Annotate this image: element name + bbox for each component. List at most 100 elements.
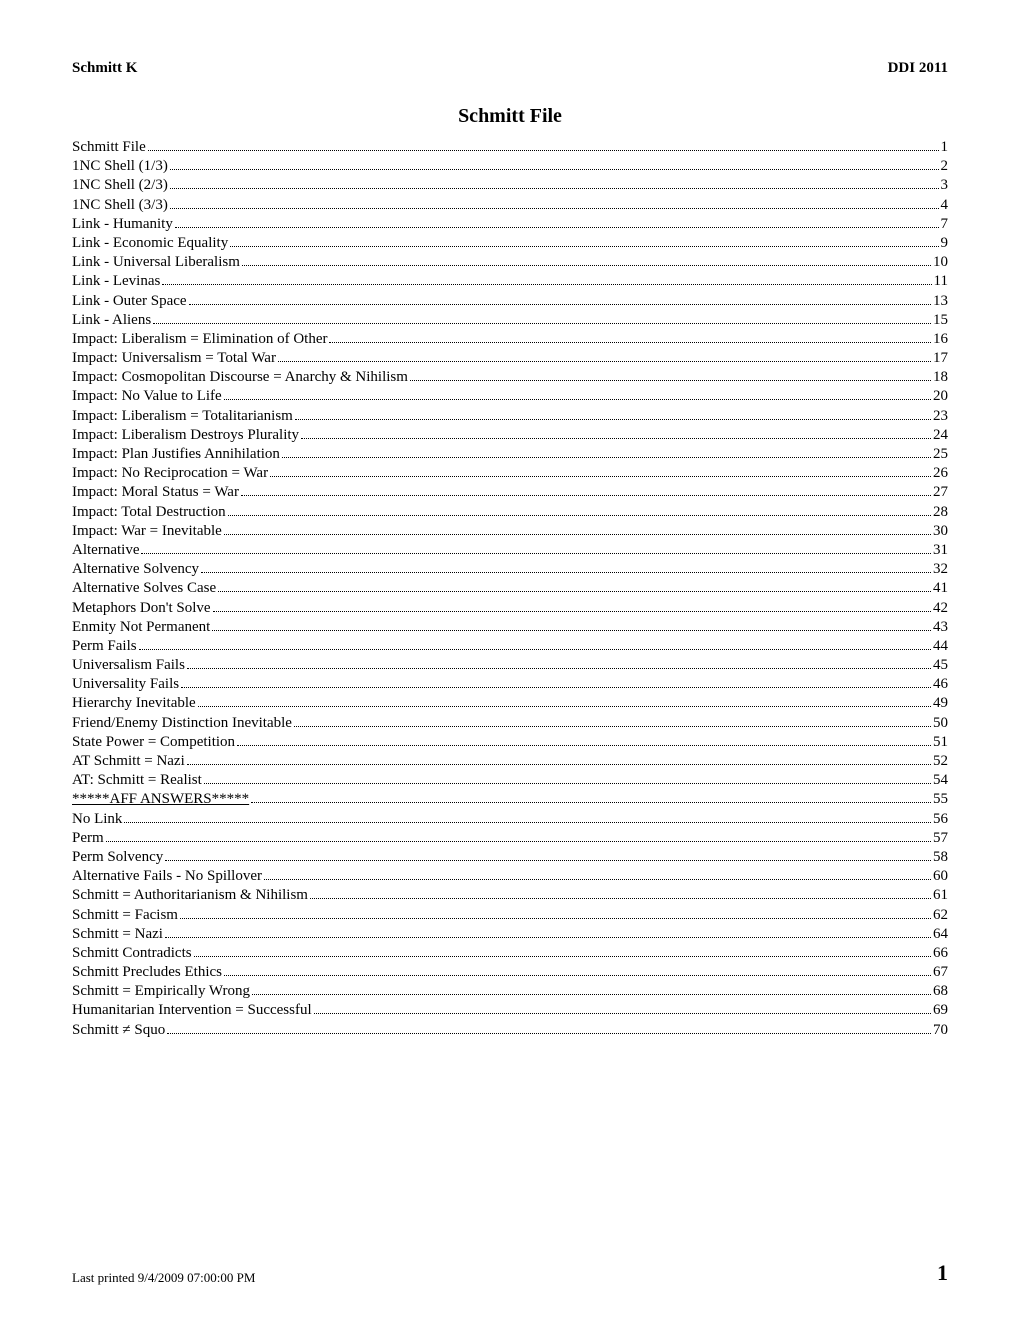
toc-label: AT: Schmitt = Realist <box>72 771 202 790</box>
toc-row: Link - Aliens15 <box>72 311 948 330</box>
toc-row: Impact: No Value to Life20 <box>72 387 948 406</box>
toc-label: Perm Solvency <box>72 848 163 867</box>
toc-page-number: 10 <box>933 253 948 272</box>
toc-row: Impact: Universalism = Total War 17 <box>72 349 948 368</box>
toc-dot-leader <box>153 314 931 323</box>
toc-page-number: 45 <box>933 656 948 675</box>
toc-dot-leader <box>410 372 931 381</box>
toc-dot-leader <box>282 449 931 458</box>
toc-row: 1NC Shell (3/3)4 <box>72 196 948 215</box>
toc-label: Humanitarian Intervention = Successful <box>72 1001 312 1020</box>
toc-dot-leader <box>230 238 938 247</box>
toc-row: Metaphors Don't Solve42 <box>72 599 948 618</box>
toc-label: Link - Economic Equality <box>72 234 228 253</box>
toc-page-number: 11 <box>934 272 948 291</box>
toc-dot-leader <box>194 948 931 957</box>
toc-row: Hierarchy Inevitable49 <box>72 694 948 713</box>
toc-page-number: 23 <box>933 407 948 426</box>
toc-dot-leader <box>181 679 931 688</box>
toc-page-number: 51 <box>933 733 948 752</box>
toc-row: Impact: Liberalism = Totalitarianism23 <box>72 407 948 426</box>
toc-label: 1NC Shell (2/3) <box>72 176 168 195</box>
toc-label: Schmitt = Authoritarianism & Nihilism <box>72 886 308 905</box>
toc-page-number: 66 <box>933 944 948 963</box>
toc-label: No Link <box>72 810 122 829</box>
toc-page-number: 16 <box>933 330 948 349</box>
toc-page-number: 57 <box>933 829 948 848</box>
toc-page-number: 27 <box>933 483 948 502</box>
toc-row: State Power = Competition 51 <box>72 733 948 752</box>
toc-label: Impact: No Value to Life <box>72 387 222 406</box>
toc-label: Perm Fails <box>72 637 137 656</box>
toc-row: Impact: Liberalism = Elimination of Othe… <box>72 330 948 349</box>
toc-dot-leader <box>175 219 939 228</box>
toc-row: AT: Schmitt = Realist 54 <box>72 771 948 790</box>
page-footer: Last printed 9/4/2009 07:00:00 PM 1 <box>72 1260 948 1286</box>
toc-row: Alternative Fails - No Spillover 60 <box>72 867 948 886</box>
toc-label: Alternative Fails - No Spillover <box>72 867 262 886</box>
toc-label: Alternative Solves Case <box>72 579 216 598</box>
toc-row: Perm Solvency 58 <box>72 848 948 867</box>
toc-label: Friend/Enemy Distinction Inevitable <box>72 714 292 733</box>
toc-label: Impact: No Reciprocation = War <box>72 464 268 483</box>
toc-label: Link - Universal Liberalism <box>72 253 240 272</box>
toc-dot-leader <box>141 545 931 554</box>
toc-dot-leader <box>251 794 931 803</box>
toc-page-number: 70 <box>933 1021 948 1040</box>
toc-dot-leader <box>204 775 931 784</box>
toc-row: Impact: Cosmopolitan Discourse = Anarchy… <box>72 368 948 387</box>
toc-label: 1NC Shell (1/3) <box>72 157 168 176</box>
toc-page-number: 2 <box>941 157 949 176</box>
toc-page-number: 56 <box>933 810 948 829</box>
toc-dot-leader <box>187 756 931 765</box>
toc-row: *****AFF ANSWERS*****55 <box>72 790 948 809</box>
toc-page-number: 32 <box>933 560 948 579</box>
footer-last-printed: Last printed 9/4/2009 07:00:00 PM <box>72 1270 255 1286</box>
toc-dot-leader <box>170 180 939 189</box>
toc-page-number: 60 <box>933 867 948 886</box>
toc-dot-leader <box>301 430 931 439</box>
toc-page-number: 58 <box>933 848 948 867</box>
toc-label: Schmitt ≠ Squo <box>72 1021 165 1040</box>
table-of-contents: Schmitt File11NC Shell (1/3)21NC Shell (… <box>72 138 948 1040</box>
toc-label: Impact: Total Destruction <box>72 503 226 522</box>
toc-row: No Link 56 <box>72 810 948 829</box>
toc-page-number: 54 <box>933 771 948 790</box>
toc-row: Schmitt Contradicts66 <box>72 944 948 963</box>
toc-label: Impact: Liberalism = Elimination of Othe… <box>72 330 327 349</box>
toc-page-number: 24 <box>933 426 948 445</box>
toc-dot-leader <box>162 276 931 285</box>
toc-page-number: 7 <box>941 215 949 234</box>
toc-dot-leader <box>224 526 931 535</box>
toc-page-number: 9 <box>941 234 949 253</box>
toc-dot-leader <box>189 295 931 304</box>
toc-dot-leader <box>264 871 931 880</box>
toc-label: Schmitt Precludes Ethics <box>72 963 222 982</box>
toc-page-number: 69 <box>933 1001 948 1020</box>
toc-label: Link - Levinas <box>72 272 160 291</box>
toc-page-number: 4 <box>941 196 949 215</box>
toc-page-number: 62 <box>933 906 948 925</box>
toc-label: Schmitt = Nazi <box>72 925 163 944</box>
toc-label: Hierarchy Inevitable <box>72 694 196 713</box>
toc-dot-leader <box>124 813 931 822</box>
toc-page-number: 50 <box>933 714 948 733</box>
header-right: DDI 2011 <box>888 60 948 77</box>
toc-label: Impact: Universalism = Total War <box>72 349 276 368</box>
toc-row: Schmitt Precludes Ethics67 <box>72 963 948 982</box>
toc-dot-leader <box>295 410 931 419</box>
toc-page-number: 26 <box>933 464 948 483</box>
toc-page-number: 17 <box>933 349 948 368</box>
toc-row: Impact: War = Inevitable30 <box>72 522 948 541</box>
toc-row: Impact: Plan Justifies Annihilation25 <box>72 445 948 464</box>
toc-row: Impact: Total Destruction28 <box>72 503 948 522</box>
page-header: Schmitt K DDI 2011 <box>72 60 948 77</box>
toc-dot-leader <box>224 967 931 976</box>
toc-row: Link - Economic Equality 9 <box>72 234 948 253</box>
toc-page-number: 43 <box>933 618 948 637</box>
toc-label: State Power = Competition <box>72 733 235 752</box>
toc-page-number: 42 <box>933 599 948 618</box>
toc-row: Humanitarian Intervention = Successful 69 <box>72 1001 948 1020</box>
toc-row: Enmity Not Permanent43 <box>72 618 948 637</box>
toc-row: Alternative31 <box>72 541 948 560</box>
